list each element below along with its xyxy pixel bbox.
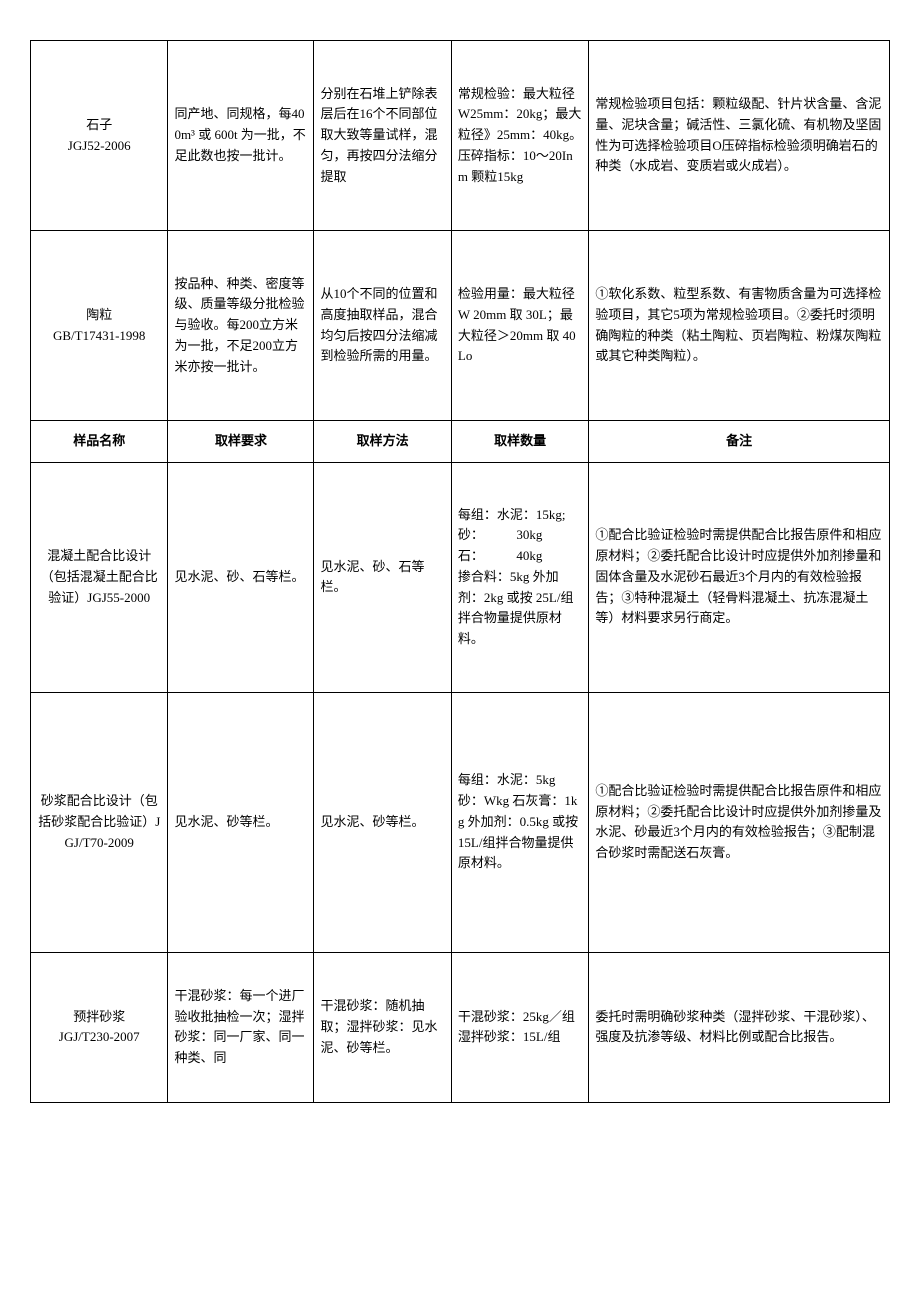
header-method: 取样方法 <box>314 421 451 463</box>
requirement-cell: 同产地、同规格，每400m³ 或 600t 为一批，不足此数也按一批计。 <box>168 41 314 231</box>
header-note: 备注 <box>589 421 890 463</box>
sample-name-cell: 混凝土配合比设计（包括混凝土配合比验证）JGJ55-2000 <box>31 462 168 692</box>
requirement-cell: 干混砂浆：每一个进厂验收批抽检一次；湿拌砂浆：同一厂家、同一种类、同 <box>168 952 314 1102</box>
note-cell: 常规检验项目包括：颗粒级配、针片状含量、含泥量、泥块含量；碱活性、三氯化硫、有机… <box>589 41 890 231</box>
requirement-cell: 按品种、种类、密度等级、质量等级分批检验与验收。每200立方米为一批，不足200… <box>168 231 314 421</box>
note-cell: ①配合比验证检验时需提供配合比报告原件和相应原材料；②委托配合比设计时应提供外加… <box>589 692 890 952</box>
sample-name-line1: 预拌砂浆 <box>37 1007 161 1028</box>
method-cell: 从10个不同的位置和高度抽取样品，混合均匀后按四分法缩减到检验所需的用量。 <box>314 231 451 421</box>
sample-name-line2: JGJ52-2006 <box>37 136 161 157</box>
table-row: 砂浆配合比设计（包括砂浆配合比验证）JGJ/T70-2009 见水泥、砂等栏。 … <box>31 692 890 952</box>
header-sample-name: 样品名称 <box>31 421 168 463</box>
note-cell: ①配合比验证检验时需提供配合比报告原件和相应原材料；②委托配合比设计时应提供外加… <box>589 462 890 692</box>
table-row: 混凝土配合比设计（包括混凝土配合比验证）JGJ55-2000 见水泥、砂、石等栏… <box>31 462 890 692</box>
sample-name-line1: 陶粒 <box>37 305 161 326</box>
materials-table: 石子 JGJ52-2006 同产地、同规格，每400m³ 或 600t 为一批，… <box>30 40 890 1103</box>
sample-name-line2: GB/T17431-1998 <box>37 326 161 347</box>
method-cell: 分别在石堆上铲除表层后在16个不同部位取大致等量试样，混匀，再按四分法缩分提取 <box>314 41 451 231</box>
method-cell: 干混砂浆：随机抽取；湿拌砂浆：见水泥、砂等栏。 <box>314 952 451 1102</box>
quantity-cell: 检验用量：最大粒径W 20mm 取 30L；最大粒径＞20mm 取 40Lo <box>451 231 588 421</box>
requirement-cell: 见水泥、砂等栏。 <box>168 692 314 952</box>
table-row: 陶粒 GB/T17431-1998 按品种、种类、密度等级、质量等级分批检验与验… <box>31 231 890 421</box>
header-requirement: 取样要求 <box>168 421 314 463</box>
table-row: 预拌砂浆 JGJ/T230-2007 干混砂浆：每一个进厂验收批抽检一次；湿拌砂… <box>31 952 890 1102</box>
quantity-cell: 常规检验：最大粒径W25mm：20kg；最大粒径》25mm：40kg。压碎指标：… <box>451 41 588 231</box>
header-quantity: 取样数量 <box>451 421 588 463</box>
requirement-cell: 见水泥、砂、石等栏。 <box>168 462 314 692</box>
table-header-row: 样品名称 取样要求 取样方法 取样数量 备注 <box>31 421 890 463</box>
quantity-cell: 干混砂浆：25kg／组 湿拌砂浆：15L/组 <box>451 952 588 1102</box>
quantity-cell: 每组：水泥：15kg; 砂： 30kg 石： 40kg 掺合料：5kg 外加剂：… <box>451 462 588 692</box>
sample-name-cell: 石子 JGJ52-2006 <box>31 41 168 231</box>
method-cell: 见水泥、砂等栏。 <box>314 692 451 952</box>
note-cell: 委托时需明确砂浆种类（湿拌砂浆、干混砂浆）、强度及抗渗等级、材料比例或配合比报告… <box>589 952 890 1102</box>
sample-name-line2: JGJ/T230-2007 <box>37 1027 161 1048</box>
quantity-cell: 每组：水泥：5kg 砂：Wkg 石灰膏：1kg 外加剂：0.5kg 或按 15L… <box>451 692 588 952</box>
sample-name-cell: 砂浆配合比设计（包括砂浆配合比验证）JGJ/T70-2009 <box>31 692 168 952</box>
sample-name-cell: 陶粒 GB/T17431-1998 <box>31 231 168 421</box>
method-cell: 见水泥、砂、石等栏。 <box>314 462 451 692</box>
table-row: 石子 JGJ52-2006 同产地、同规格，每400m³ 或 600t 为一批，… <box>31 41 890 231</box>
sample-name-line1: 石子 <box>37 115 161 136</box>
sample-name-cell: 预拌砂浆 JGJ/T230-2007 <box>31 952 168 1102</box>
note-cell: ①软化系数、粒型系数、有害物质含量为可选择检验项目，其它5项为常规检验项目。②委… <box>589 231 890 421</box>
